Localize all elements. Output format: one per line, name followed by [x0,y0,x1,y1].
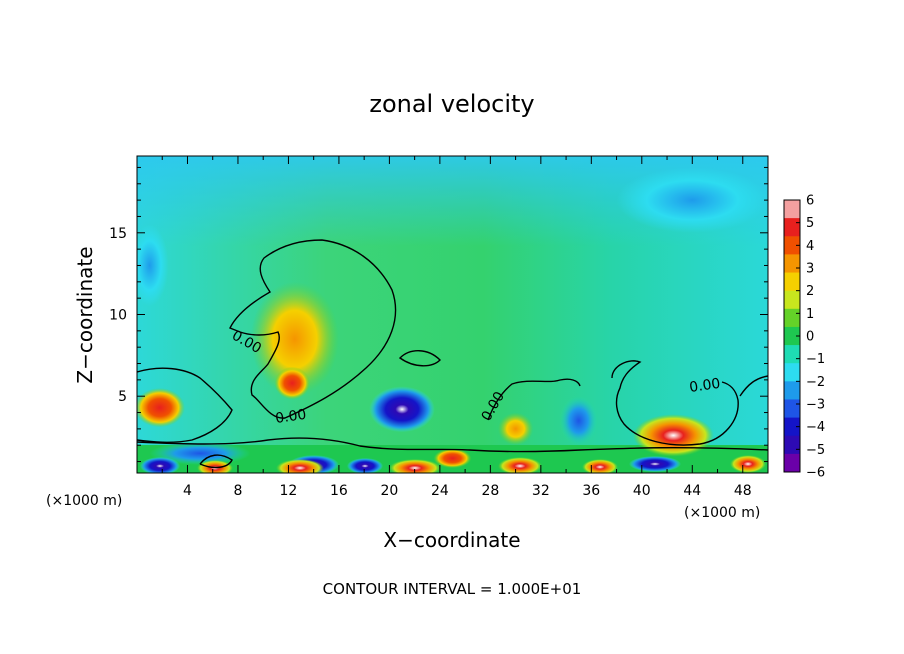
surface-anomaly [197,460,233,473]
colorbar-swatch [784,363,800,382]
chart-title: zonal velocity [369,90,534,118]
zero-contour [487,378,581,421]
anomaly-blob [632,414,714,457]
colorbar-swatch [784,200,800,219]
colorbar-swatch [784,381,800,400]
x-unit-right: (×1000 m) [684,505,760,521]
anomaly-blob [497,412,534,446]
surface-anomaly [389,459,441,473]
anomaly-blob [137,224,169,307]
contour-label: 0.00 [274,407,307,427]
anomaly-blob [369,386,435,433]
x-tick-label: 20 [380,483,398,499]
x-unit-left: (×1000 m) [46,493,122,509]
contour-interval-note: CONTOUR INTERVAL = 1.000E+01 [323,580,582,598]
y-tick-label: 15 [109,226,127,242]
x-tick-label: 24 [431,483,449,499]
contour-label: 0.00 [688,376,721,396]
zero-contour [137,437,768,453]
x-tick-label: 12 [280,483,298,499]
colorbar-tick-label: 4 [806,239,814,254]
zero-contours [137,239,768,469]
colorbar-swatch [784,308,800,328]
surface-anomaly [276,459,324,473]
colorbar-tick-label: −1 [806,352,825,367]
surface-anomaly [629,456,681,472]
colorbar-tick-label: −3 [806,398,825,413]
colorbar-tick-label: 1 [806,307,814,322]
zero-contour [739,375,768,397]
colorbar-swatch [784,218,800,237]
x-tick-label: 4 [183,483,192,499]
y-axis-label: Z−coordinate [73,246,97,383]
colorbar-tick-label: −4 [806,420,825,435]
colorbar-swatch [784,236,800,255]
colorbar-swatch [784,453,800,473]
surface-anomaly [347,458,383,473]
anomaly-blob [137,388,185,428]
colorbar-tick-label: −5 [806,443,825,458]
zero-contour [199,454,233,469]
colorbar-tick-label: −2 [806,375,825,390]
surface-anomaly [730,455,766,473]
colorbar-swatch [784,417,800,437]
colorbar-swatch [784,435,800,455]
axis-ticks [137,156,769,473]
colorbar-tick-label: 2 [806,284,814,299]
y-tick-label: 10 [109,308,127,324]
x-tick-label: 44 [683,483,701,499]
colorbar-swatch [784,272,800,292]
y-tick-labels: 5 10 15 [109,226,127,405]
x-tick-labels: 4 8 12 16 20 24 28 32 36 40 44 48 [183,483,752,499]
x-tick-label: 36 [582,483,600,499]
anomaly-blob [616,167,768,233]
x-tick-label: 40 [633,483,651,499]
x-tick-label: 28 [481,483,499,499]
colorbar-tick-label: −6 [806,466,825,481]
colorbar-swatch [784,326,800,346]
x-tick-label: 32 [532,483,550,499]
x-tick-label: 16 [330,483,348,499]
x-axis-label: X−coordinate [383,528,520,552]
anomaly-blob [433,448,472,469]
colorbar-swatch [784,254,800,274]
y-tick-label: 5 [118,389,127,405]
anomaly-blob [149,441,251,465]
anomaly-blob [274,366,310,400]
surface-anomaly [140,457,180,473]
x-tick-label: 8 [233,483,242,499]
x-tick-label: 48 [734,483,752,499]
zero-contour [398,350,441,367]
colorbar-tick-label: 3 [806,262,814,277]
zero-contour [229,239,397,419]
colorbar-swatch [784,290,800,310]
anomaly-blob [559,396,598,446]
colorbar-tick-label: 5 [806,216,814,231]
colorbar: 6 5 4 3 2 1 0 −1 −2 −3 −4 −5 −6 [783,194,825,481]
surface-anomaly [498,457,542,473]
colorbar-swatch [784,345,800,364]
zero-contour [611,360,739,446]
anomaly-blob [250,281,339,397]
colorbar-tick-label: 6 [806,194,814,209]
colorbar-tick-label: 0 [806,330,814,345]
colorbar-swatch [784,399,800,419]
zero-contour [137,367,233,443]
